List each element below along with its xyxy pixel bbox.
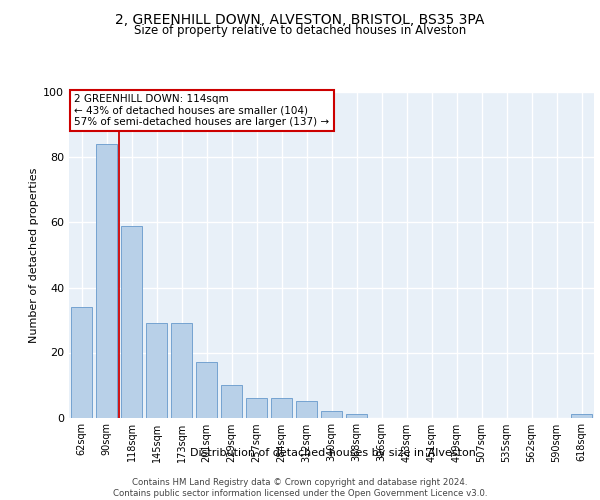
Text: Contains HM Land Registry data © Crown copyright and database right 2024.
Contai: Contains HM Land Registry data © Crown c…: [113, 478, 487, 498]
Bar: [221, 385, 242, 418]
Bar: [121, 226, 142, 418]
Bar: [171, 324, 192, 418]
Y-axis label: Number of detached properties: Number of detached properties: [29, 168, 39, 342]
Bar: [196, 362, 217, 418]
Bar: [96, 144, 117, 418]
Bar: [346, 414, 367, 418]
Text: 2 GREENHILL DOWN: 114sqm
← 43% of detached houses are smaller (104)
57% of semi-: 2 GREENHILL DOWN: 114sqm ← 43% of detach…: [74, 94, 329, 128]
Bar: [296, 401, 317, 417]
Text: 2, GREENHILL DOWN, ALVESTON, BRISTOL, BS35 3PA: 2, GREENHILL DOWN, ALVESTON, BRISTOL, BS…: [115, 12, 485, 26]
Bar: [71, 307, 92, 418]
Bar: [571, 414, 592, 418]
Text: Size of property relative to detached houses in Alveston: Size of property relative to detached ho…: [134, 24, 466, 37]
Text: Distribution of detached houses by size in Alveston: Distribution of detached houses by size …: [190, 448, 476, 458]
Bar: [246, 398, 267, 417]
Bar: [146, 324, 167, 418]
Bar: [321, 411, 342, 418]
Bar: [271, 398, 292, 417]
